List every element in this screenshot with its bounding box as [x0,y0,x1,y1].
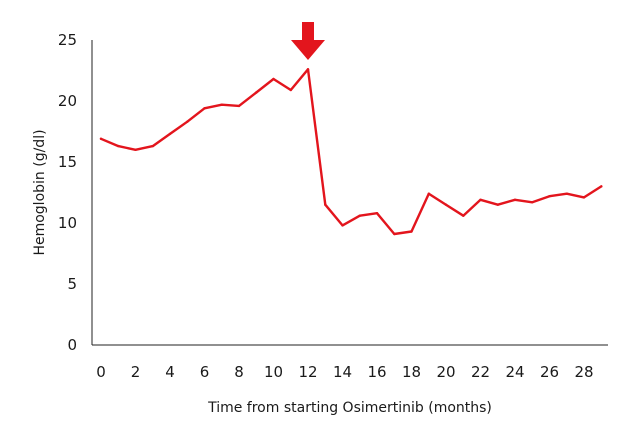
x-tick-label: 22 [471,363,490,381]
data-point [410,230,413,233]
data-point [479,198,482,201]
data-point [513,198,517,201]
data-point [255,91,258,94]
data-point [306,68,310,71]
x-tick-label: 20 [436,363,455,381]
y-tick-label: 0 [67,336,77,354]
data-point [358,214,361,217]
y-axis-title: Hemoglobin (g/dl) [32,129,48,255]
data-point [462,214,465,217]
x-tick-label: 24 [505,363,524,381]
y-axis: 0 5 10 15 20 25 [58,31,93,354]
y-tick-label: 15 [58,153,77,171]
data-point [427,192,430,195]
y-tick-label: 25 [58,31,77,49]
x-axis-title: Time from starting Osimertinib (months) [207,400,492,416]
x-axis: 0 2 4 6 8 10 12 14 16 18 20 22 24 26 28 [92,344,608,381]
x-tick-label: 0 [96,363,106,381]
data-point [444,203,448,206]
x-tick-label: 14 [333,363,352,381]
data-point [186,120,189,123]
y-tick-label: 20 [58,92,77,110]
x-tick-label: 26 [540,363,559,381]
x-tick-label: 18 [402,363,421,381]
data-point [496,203,499,206]
data-point [393,232,396,236]
x-tick-label: 28 [574,363,593,381]
x-tick-label: 4 [165,363,175,381]
data-point [324,203,327,206]
data-point [237,104,241,108]
data-point [375,212,379,215]
x-tick-label: 8 [234,363,244,381]
data-point [600,185,603,188]
data-point [134,148,137,151]
data-point [289,88,292,92]
x-tick-label: 16 [367,363,386,381]
data-point [531,201,534,204]
data-point [272,77,275,81]
data-point [582,196,586,199]
y-tick-label: 10 [58,214,77,232]
data-point [151,144,154,148]
data-point [203,107,206,110]
data-point [168,132,172,136]
data-point [99,137,103,140]
x-tick-label: 12 [298,363,317,381]
hemoglobin-series-line [99,68,603,236]
x-tick-label: 6 [200,363,210,381]
data-point [117,144,120,148]
data-point [220,103,223,106]
x-tick-label: 2 [131,363,141,381]
plot-area [99,22,603,236]
y-tick-label: 5 [67,275,77,293]
data-point [565,192,568,195]
x-tick-label: 10 [264,363,283,381]
data-point [341,224,344,227]
data-point [548,195,551,198]
down-arrow-icon [291,22,325,60]
